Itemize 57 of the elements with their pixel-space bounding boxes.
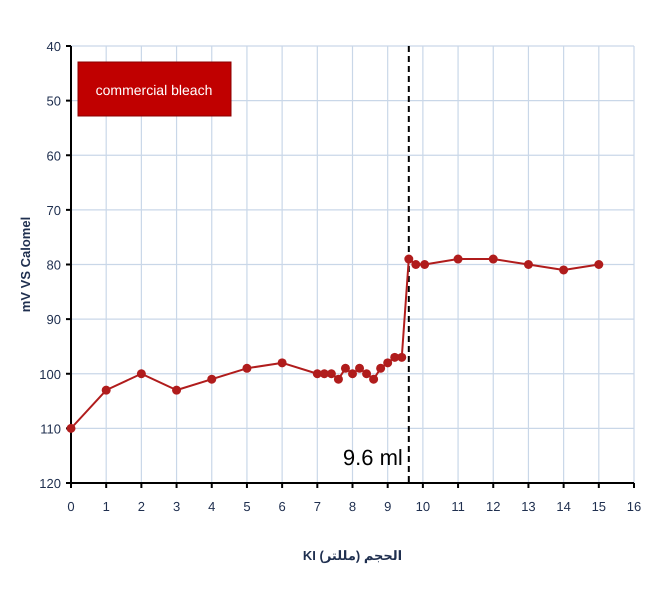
point [334,374,343,384]
y-tick-label: 90 [46,312,61,328]
x-tick-label: 1 [102,499,110,514]
x-tick-label: 11 [451,499,465,514]
x-tick-label: 10 [416,499,430,514]
x-tick-label: 5 [243,499,251,514]
x-tick-label: 16 [626,499,642,514]
x-tick-label: 13 [521,499,536,514]
point [355,364,364,373]
y-tick-label: 60 [46,148,61,164]
point [340,364,350,373]
y-tick-label: 120 [39,476,61,491]
y-tick-label: 40 [46,39,61,54]
y-tick-label: 50 [46,94,61,109]
y-tick-label: 110 [40,421,61,436]
x-tick-label: 14 [556,499,571,514]
annotation: commercial bleach [96,82,212,98]
y-tick-label: 70 [46,202,61,218]
point [397,352,406,362]
point [404,254,414,264]
point [136,369,146,378]
x-tick-label: 6 [278,499,286,514]
point [172,386,182,395]
point [369,374,378,384]
point [524,260,533,269]
point [102,386,111,395]
point [376,364,386,373]
point [278,358,287,368]
x-tick-label: 15 [592,499,606,514]
point [594,260,604,269]
point [411,260,420,269]
ref-line-label: 9.6 ml [342,445,403,470]
point [420,260,430,269]
point [207,374,216,384]
x-tick-label: 7 [314,499,321,514]
point [383,358,392,368]
x-tick-label: 12 [486,499,500,514]
x-tick-label: 2 [138,499,145,514]
x-axis-title: الحجم (مللتر) KI [302,548,402,564]
point [488,254,498,264]
point [362,369,372,378]
y-tick-label: 80 [46,258,61,272]
point [348,369,357,378]
x-tick-label: 0 [67,499,75,514]
x-tick-label: 4 [208,499,216,514]
x-tick-label: 8 [348,499,356,514]
y-axis-title: mV VS Calomel [18,216,33,312]
x-tick-label: 9 [384,499,392,514]
point [326,369,336,378]
ref-line: 9.6 ml [342,46,410,483]
point [66,424,76,433]
note-box: commercial bleach [78,62,232,116]
point [242,364,252,373]
point [454,254,463,264]
y-tick-label: 100 [39,366,61,382]
x-tick-label: 3 [172,499,180,514]
point [559,265,568,274]
